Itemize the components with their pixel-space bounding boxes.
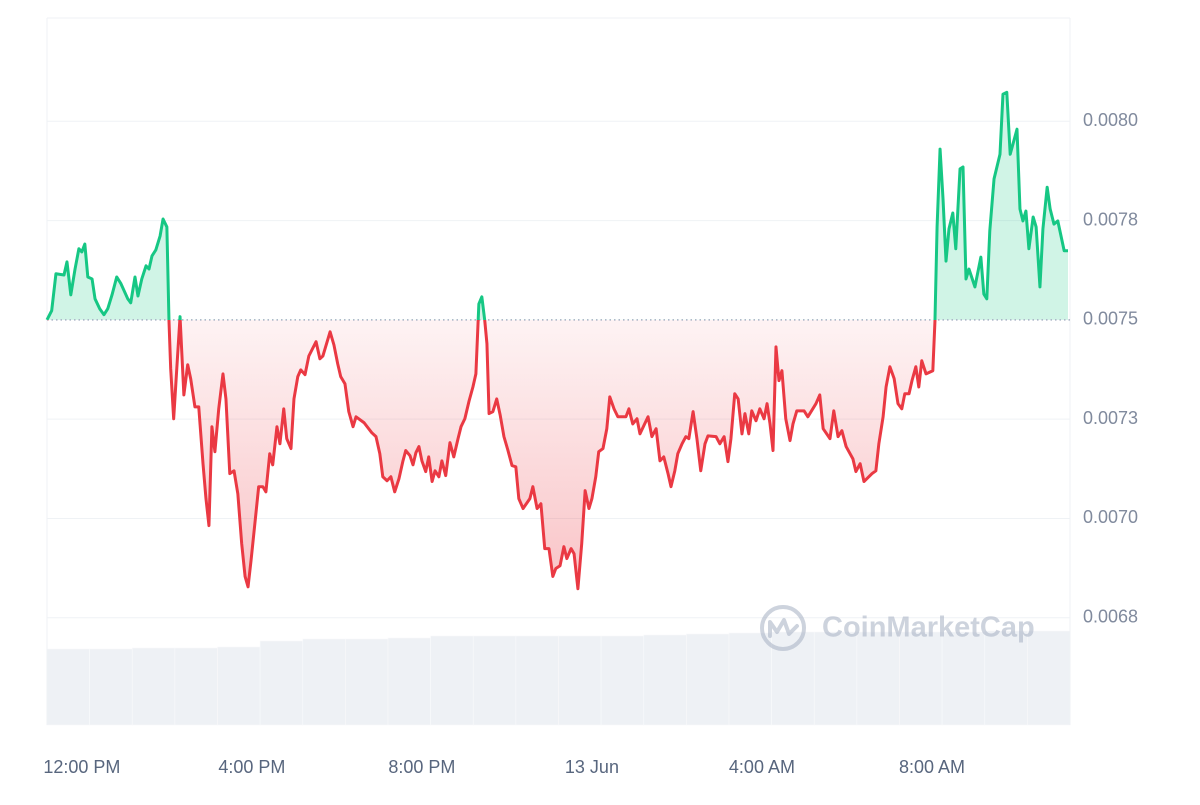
volume-bar [899,631,943,726]
y-tick-label: 0.0075 [1083,309,1138,329]
volume-bar [387,637,431,726]
price-line [45,90,1068,591]
volume-bar [217,646,261,726]
volume-bar [558,635,602,726]
y-tick-label: 0.0068 [1083,607,1138,627]
volume-bar [856,631,900,726]
volume-bar [728,632,772,726]
watermark-text: CoinMarketCap [822,612,1035,644]
x-tick-label: 4:00 AM [729,757,795,777]
volume-bar [813,631,858,726]
volume-bar [515,635,559,726]
volume-bar [472,635,517,726]
x-tick-label: 8:00 PM [388,757,455,777]
volume-bar [941,631,986,726]
plot-frame [46,17,1071,725]
labels-layer: 0.0068 0.0070 0.0073 0.0075 0.0078 0.0080 12:0… [43,110,1138,777]
volume-bar [302,638,346,726]
volume-bar [345,638,389,726]
x-tick-label: 4:00 PM [218,757,285,777]
volume-layer [46,630,1071,726]
volume-bar [89,648,133,726]
volume-bar [686,633,730,726]
x-tick-label: 8:00 AM [899,757,965,777]
volume-bar [1027,630,1071,726]
volume-bar [174,647,218,726]
watermark-logo-mark [768,618,799,638]
volume-bar [984,630,1028,726]
volume-bar [259,640,304,726]
y-tick-label: 0.0080 [1083,110,1138,130]
y-tick-label: 0.0070 [1083,507,1138,527]
volume-bar [131,647,176,726]
price-area [47,92,1068,589]
watermark: CoinMarketCap [760,605,1035,651]
volume-bar [430,635,474,726]
x-tick-label: 13 Jun [565,757,619,777]
plot-layer [45,90,1070,591]
y-tick-label: 0.0078 [1083,209,1138,229]
watermark-logo [760,605,806,651]
volume-bar [600,635,645,726]
y-tick-label: 0.0073 [1083,408,1138,428]
x-tick-label: 12:00 PM [43,757,120,777]
volume-bar [46,648,90,726]
volume-bar [643,634,687,726]
